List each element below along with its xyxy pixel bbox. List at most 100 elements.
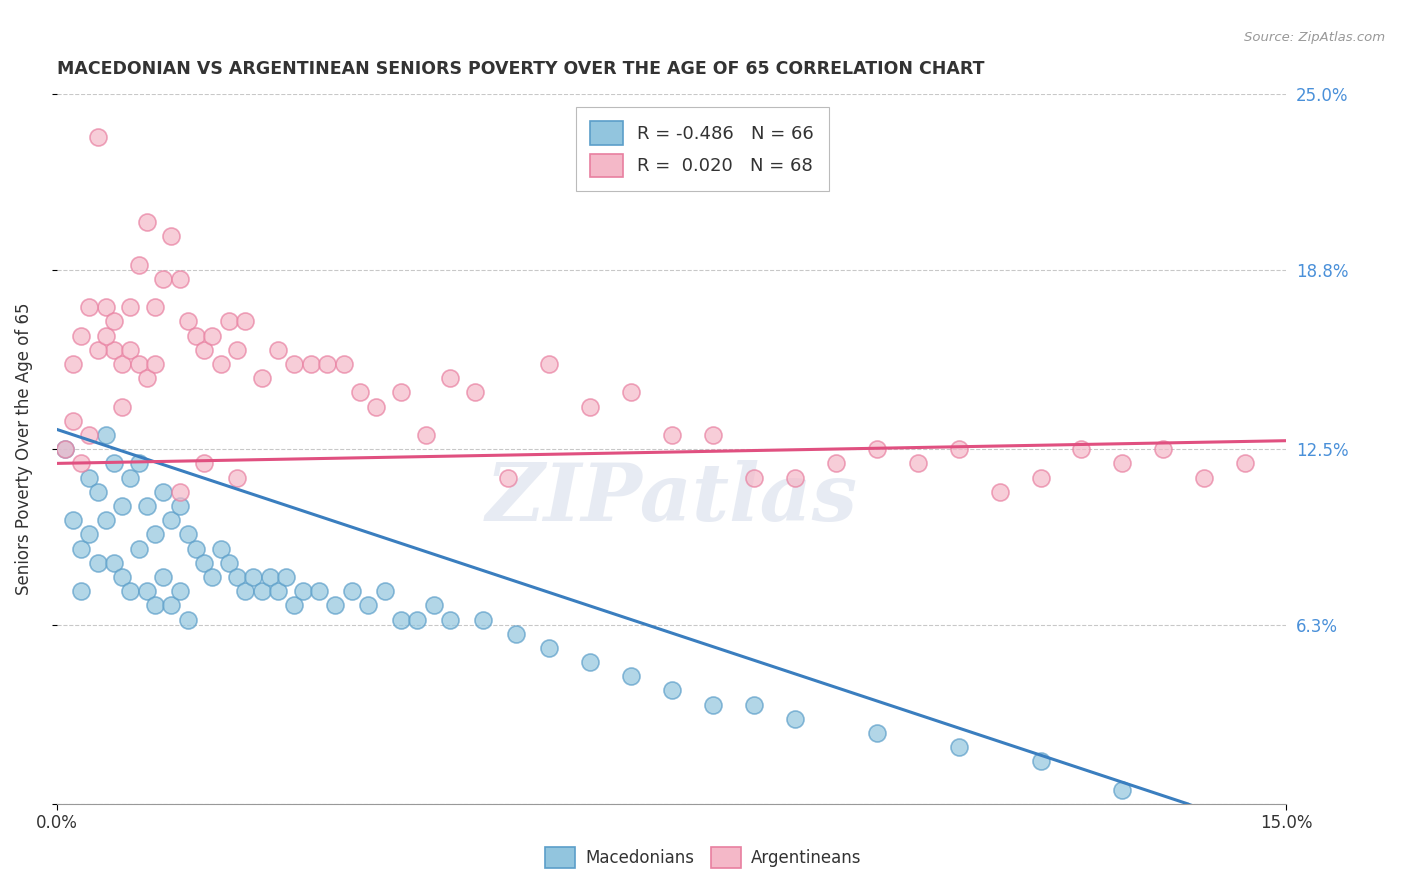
Point [661,428,683,442]
Point [464,385,486,400]
Point [226,343,249,357]
Point [177,613,200,627]
Point [193,343,215,357]
Point [160,513,183,527]
Point [111,357,134,371]
Point [783,470,806,484]
Point [948,740,970,755]
Point [472,613,495,627]
Point [62,357,84,371]
Point [120,343,142,357]
Point [742,698,765,712]
Point [1029,755,1052,769]
Point [70,457,93,471]
Point [152,570,174,584]
Point [128,357,150,371]
Point [128,457,150,471]
Point [742,470,765,484]
Point [152,272,174,286]
Point [332,357,354,371]
Point [316,357,339,371]
Point [1234,457,1257,471]
Point [233,314,256,328]
Point [184,541,207,556]
Point [62,414,84,428]
Point [86,343,108,357]
Point [283,357,305,371]
Point [79,470,101,484]
Point [259,570,281,584]
Point [86,484,108,499]
Point [111,400,134,414]
Point [143,599,166,613]
Point [160,599,183,613]
Point [439,371,461,385]
Legend: Macedonians, Argentineans: Macedonians, Argentineans [538,840,868,875]
Point [135,584,157,599]
Point [86,130,108,145]
Point [169,584,191,599]
Point [366,400,388,414]
Point [283,599,305,613]
Point [120,584,142,599]
Point [291,584,314,599]
Point [201,328,224,343]
Point [1111,782,1133,797]
Point [299,357,322,371]
Point [79,301,101,315]
Point [86,556,108,570]
Point [824,457,846,471]
Point [233,584,256,599]
Point [62,513,84,527]
Legend: R = -0.486   N = 66, R =  0.020   N = 68: R = -0.486 N = 66, R = 0.020 N = 68 [576,107,828,191]
Point [120,470,142,484]
Point [415,428,437,442]
Point [325,599,347,613]
Point [226,470,249,484]
Text: Source: ZipAtlas.com: Source: ZipAtlas.com [1244,31,1385,45]
Point [53,442,76,457]
Point [702,428,724,442]
Point [406,613,429,627]
Point [1070,442,1092,457]
Point [94,301,117,315]
Point [209,541,232,556]
Point [128,258,150,272]
Point [1111,457,1133,471]
Point [537,640,560,655]
Point [70,328,93,343]
Point [193,457,215,471]
Point [267,584,290,599]
Point [103,457,125,471]
Point [143,357,166,371]
Point [340,584,363,599]
Point [160,229,183,244]
Point [357,599,380,613]
Point [143,301,166,315]
Point [308,584,330,599]
Point [374,584,396,599]
Point [177,314,200,328]
Point [143,527,166,541]
Point [250,371,273,385]
Point [619,669,641,683]
Point [948,442,970,457]
Point [103,314,125,328]
Point [152,484,174,499]
Text: MACEDONIAN VS ARGENTINEAN SENIORS POVERTY OVER THE AGE OF 65 CORRELATION CHART: MACEDONIAN VS ARGENTINEAN SENIORS POVERT… [56,60,984,78]
Point [201,570,224,584]
Point [250,584,273,599]
Point [267,343,290,357]
Point [135,371,157,385]
Point [79,428,101,442]
Point [578,400,600,414]
Point [94,513,117,527]
Point [169,272,191,286]
Point [103,343,125,357]
Point [276,570,298,584]
Point [135,215,157,229]
Point [349,385,371,400]
Text: ZIPatlas: ZIPatlas [485,460,858,538]
Point [619,385,641,400]
Point [1029,470,1052,484]
